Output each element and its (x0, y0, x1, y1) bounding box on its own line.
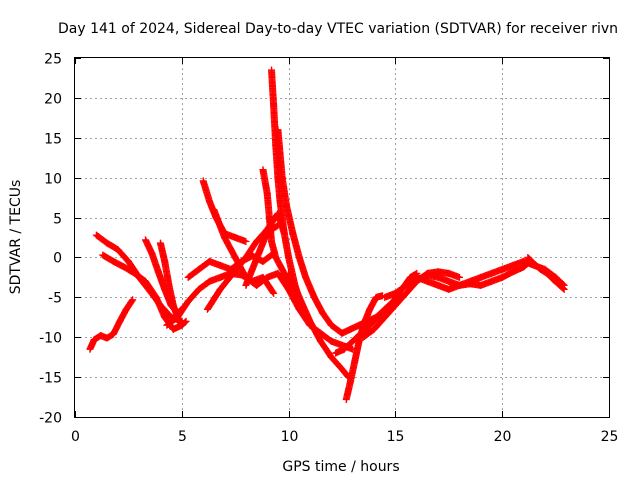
series-arc-u (524, 253, 568, 293)
data-point (273, 222, 281, 230)
chart-title: Day 141 of 2024, Sidereal Day-to-day VTE… (58, 21, 618, 37)
y-tick-label: 5 (53, 212, 62, 228)
data-point (270, 289, 278, 297)
data-point (128, 297, 136, 305)
x-tick-label: 10 (281, 429, 299, 445)
data-point (181, 318, 189, 326)
y-tick-label: -15 (39, 371, 62, 387)
data-point (412, 270, 420, 278)
x-tick-labels: 0 5 10 15 20 25 (71, 429, 618, 445)
x-tick-label: 15 (387, 429, 405, 445)
y-tick-label: 15 (44, 132, 62, 148)
x-axis-title: GPS time / hours (282, 459, 399, 475)
y-tick-label: 20 (44, 92, 62, 108)
y-tick-labels: -20 -15 -10 -5 0 5 10 15 20 25 (39, 52, 62, 427)
series-arc-s (381, 257, 534, 301)
data-point (242, 237, 250, 245)
series-arc-a (86, 296, 137, 353)
series-arc-l (259, 166, 301, 301)
y-axis-title: SDTVAR / TECUs (8, 180, 24, 295)
y-tick-label: -10 (39, 331, 62, 347)
y-tick-label: 25 (44, 52, 62, 68)
data-point (129, 296, 137, 304)
grid-lines (75, 58, 609, 417)
data-point (560, 285, 568, 293)
y-tick-label: 0 (53, 251, 62, 267)
data-point (269, 288, 277, 296)
data-point (182, 317, 190, 325)
data-points (86, 66, 568, 403)
y-tick-label: -5 (48, 291, 62, 307)
y-tick-label: 10 (44, 172, 62, 188)
data-point (559, 285, 567, 293)
y-tick-label: -20 (39, 411, 62, 427)
series-arc-k (242, 222, 282, 289)
x-tick-label: 25 (601, 429, 619, 445)
x-tick-label: 20 (494, 429, 512, 445)
x-tick-label: 0 (71, 429, 80, 445)
series-arc-o (285, 269, 352, 381)
plot-frame (74, 57, 610, 418)
data-point (455, 273, 463, 281)
x-tick-label: 5 (178, 429, 187, 445)
axis-ticks (75, 58, 610, 418)
series-arc-q (342, 292, 387, 403)
